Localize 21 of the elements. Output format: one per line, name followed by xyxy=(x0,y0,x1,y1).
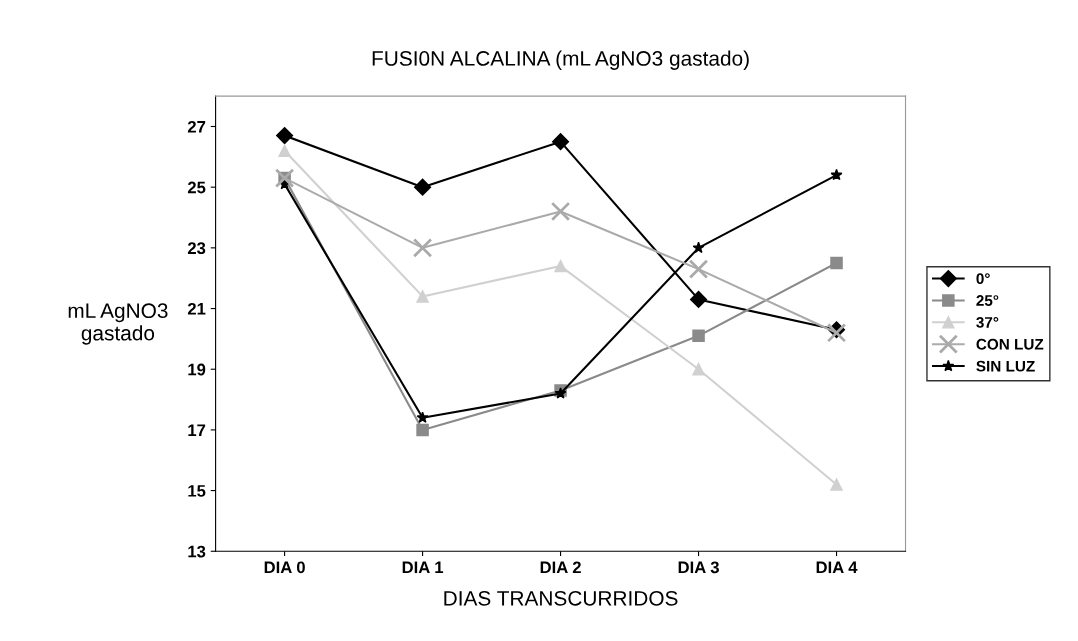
chart-title: FUSI0N ALCALINA (mL AgNO3 gastado) xyxy=(372,50,749,70)
y-tick-label: 25 xyxy=(187,181,206,194)
legend-label: 37° xyxy=(976,316,999,328)
x-tick-label: DIA 0 xyxy=(264,561,305,574)
legend-label: 0° xyxy=(976,273,990,285)
legend-label: CON LUZ xyxy=(976,338,1044,350)
y-tick-label: 27 xyxy=(187,120,206,133)
y-tick-label: 19 xyxy=(188,363,206,376)
y-tick-label: 21 xyxy=(187,302,206,315)
y-axis-title: mL AgNO3 gastado xyxy=(68,303,168,345)
legend-label: 25° xyxy=(976,295,999,306)
y-tick-label: 23 xyxy=(187,242,206,255)
y-tick-label: 13 xyxy=(188,545,206,558)
y-tick-label: 17 xyxy=(188,424,206,436)
legend-label: SIN LUZ xyxy=(976,360,1035,372)
y-tick-label: 15 xyxy=(188,485,206,497)
x-tick-label: DIA 1 xyxy=(402,561,444,574)
x-tick-label: DIA 2 xyxy=(540,561,581,574)
x-tick-label: DIA 4 xyxy=(816,561,858,574)
x-axis-title: DIAS TRANSCURRIDOS xyxy=(444,590,678,606)
x-tick-label: DIA 3 xyxy=(678,561,719,574)
